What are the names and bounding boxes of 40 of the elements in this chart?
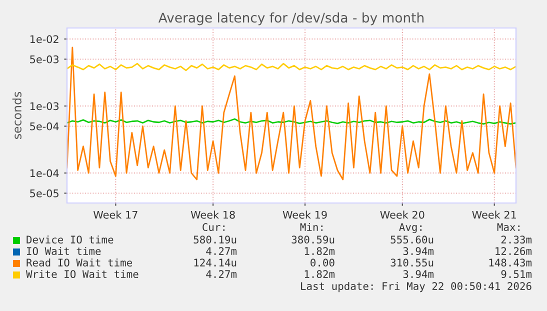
- text: 380.59u: [292, 236, 334, 244]
- text: Last update: Fri May 22 00:50:41 2026: [301, 282, 532, 292]
- y-tick-label: 5e-03: [30, 55, 59, 64]
- text: 310.55u: [390, 258, 434, 267]
- text: 124.14u: [194, 258, 236, 267]
- text: 9.51m: [501, 270, 532, 278]
- text: 4.27m: [206, 247, 237, 255]
- x-tick-label: Week 20: [380, 210, 424, 219]
- text: 555.60u: [390, 236, 434, 244]
- y-tick-label: 5e-04: [30, 122, 59, 130]
- chart-title: Average latency for /dev/sda - by month: [158, 12, 424, 26]
- text: 580.19u: [194, 236, 236, 244]
- y-axis-title: seconds: [12, 92, 22, 139]
- y-tick-label: 5e-05: [30, 189, 58, 198]
- text: 1.82m: [304, 270, 335, 278]
- x-tick-label: Week 19: [282, 210, 327, 219]
- x-tick-label: Week 18: [190, 210, 235, 219]
- y-tick-label: 1e-02: [30, 35, 58, 44]
- text: 0.00: [310, 258, 334, 267]
- text: Cur:: [202, 223, 224, 232]
- text: 4.27m: [206, 270, 237, 278]
- y-tick-label: 1e-03: [30, 102, 59, 110]
- text: Avg:: [399, 223, 422, 234]
- text: Min:: [300, 222, 322, 231]
- legend-label: IO Wait time: [27, 246, 101, 256]
- line-series: [67, 62, 516, 72]
- text: 2.33m: [501, 236, 532, 244]
- legend-label: Write IO Wait time: [26, 270, 138, 278]
- legend-label: Read IO Wait time: [26, 258, 132, 267]
- text: 12.26m: [496, 247, 532, 256]
- line-series: [67, 46, 516, 180]
- legend-label: Device IO time: [26, 235, 114, 244]
- text: 148.43m: [489, 258, 532, 267]
- text: 3.94m: [403, 247, 434, 256]
- text: Max:: [497, 223, 520, 232]
- x-tick-label: Week 21: [472, 210, 516, 219]
- y-tick-label: 1e-04: [30, 169, 59, 178]
- text: 1.82m: [304, 247, 335, 256]
- x-tick-label: Week 17: [93, 210, 138, 219]
- text: 3.94m: [403, 270, 434, 278]
